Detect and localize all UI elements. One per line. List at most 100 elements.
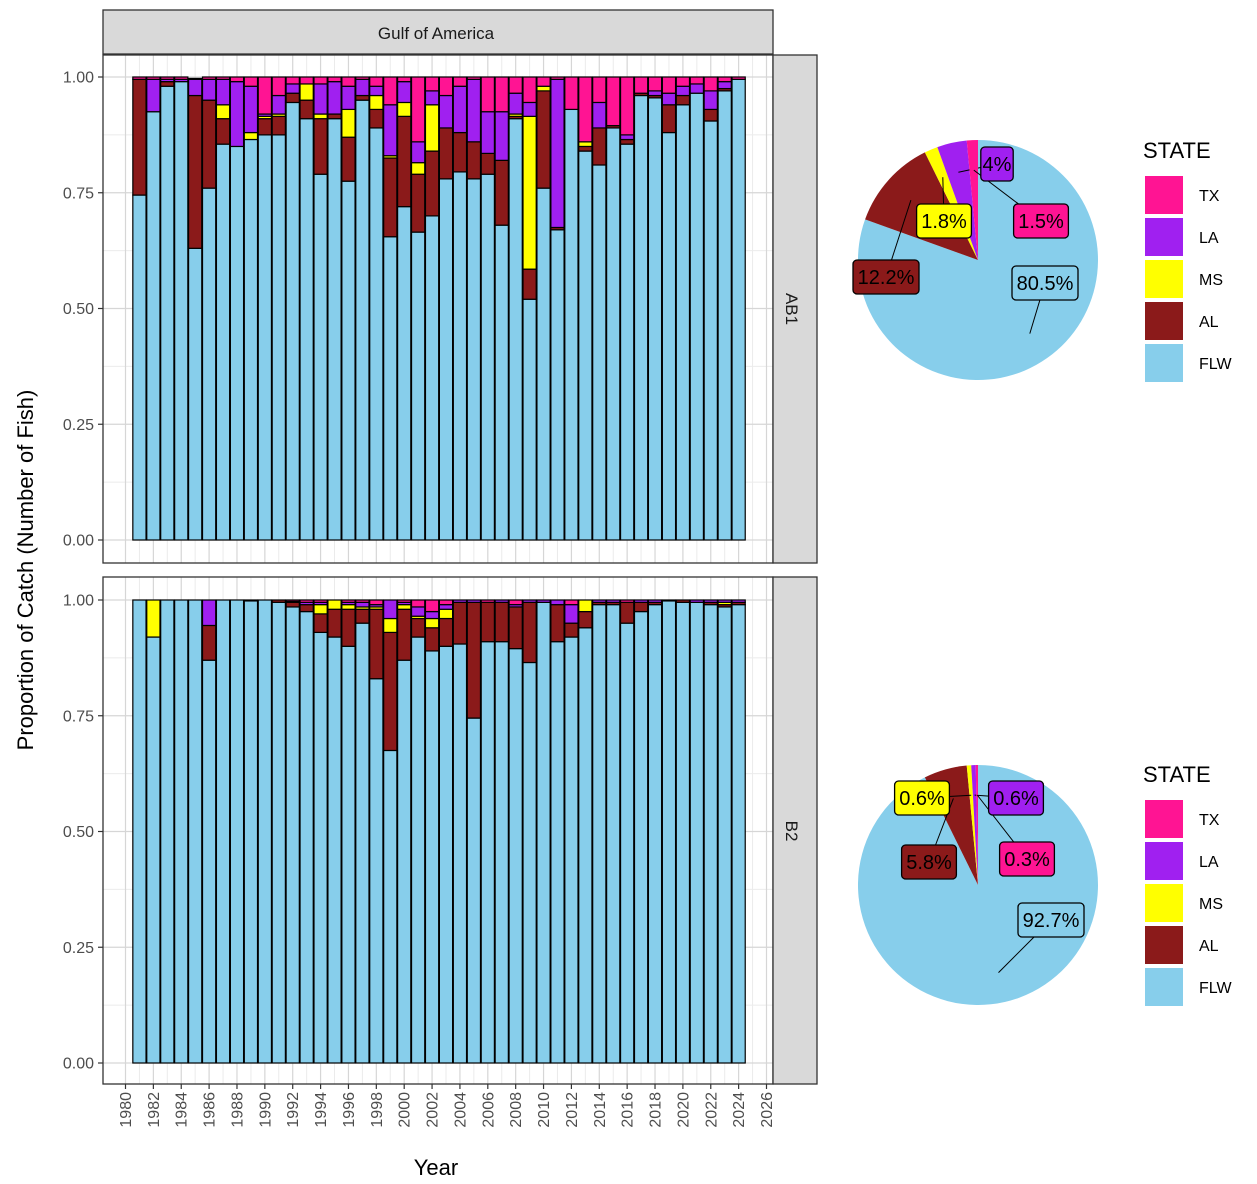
bar-ab1-1991-la [271,94,286,115]
bar-ab1-1995-al [327,113,342,120]
bar-b2-1981-flw [132,599,147,1064]
bar-ab1-2001-ms [410,162,426,175]
legend-label-al: AL [1199,938,1219,955]
bar-ab1-1988-la [229,81,245,148]
bar-ab1-1984-flw [174,81,189,541]
bar-ab1-2000-ms [397,101,412,117]
bar-b2-2014-la [592,599,607,603]
bar-b2-1999-ms [383,617,398,634]
bar-b2-2003-flw [438,645,454,1064]
bar-b2-1997-tx [355,599,370,603]
bar-ab1-2001-flw [410,231,426,541]
bar-ab1-2016-al [619,138,635,145]
bar-ab1-2015-flw [606,127,621,541]
bar-b2-2020-flw [675,601,691,1064]
x-tick-label: 1982 [146,1092,163,1128]
bar-ab1-1996-flw [341,180,356,541]
bar-ab1-1998-tx [369,76,384,87]
bar-b2-2003-ms [438,608,454,620]
bar-b2-2005-al [466,601,482,719]
bar-b2-2002-tx [424,599,440,613]
bar-ab1-2001-tx [410,76,426,143]
bar-b2-1997-al [355,608,370,624]
bar-ab1-2012-flw [564,108,579,541]
bar-b2-1994-al [313,613,328,634]
bar-ab1-1987-ms [215,104,231,120]
x-tick-label: 1994 [313,1092,330,1128]
facet-strip-top [102,9,774,55]
legend-swatch-ms [1145,884,1183,922]
x-tick-label: 2004 [452,1092,469,1128]
legend-swatch-al [1145,926,1183,964]
bar-ab1-1991-al [271,115,286,136]
bar-b2-1982-ms [146,599,161,638]
bar-ab1-1994-al [313,118,328,175]
x-tick-label: 1998 [369,1092,386,1128]
bar-ab1-2006-la [480,111,496,154]
x-axis-ticks: 1980 1982 1984 1986 1988 1990 1992 1994 1996 1998… [118,1084,776,1128]
pie-label-b2-ms: 0.6% [899,788,945,810]
bar-b2-1990-flw [257,599,273,1064]
x-tick-label: 2026 [759,1092,776,1128]
y-tick-label: 0.25 [63,940,94,957]
pie-label-box [1011,265,1079,301]
bar-ab1-2000-flw [397,206,412,541]
legend-swatch-tx [1145,800,1183,838]
bar-ab1-1987-tx [215,76,231,80]
legend-label-flw: FLW [1199,980,1232,997]
y-tick-label: 0.00 [63,1056,94,1073]
bar-b2-2012-flw [564,636,579,1064]
bar-ab1-1995-la [327,81,342,115]
bar-ab1-1987-la [215,78,231,106]
bar-ab1-1990-al [257,118,273,136]
pie-label-box [852,259,920,295]
bar-ab1-2018-flw [647,97,663,541]
bar-ab1-2011-flw [550,229,565,541]
bar-ab1-2001-al [410,173,426,233]
bar-ab1-2000-tx [397,76,412,83]
panel-ab1: 0.00 0.25 0.50 0.75 1.00 [63,54,774,564]
bar-b2-2004-al [452,601,468,645]
bar-ab1-2005-tx [466,76,482,80]
bar-b2-2018-flw [647,604,663,1064]
bar-ab1-2000-la [397,81,412,104]
bar-b2-2008-al [508,606,523,650]
bar-b2-2015-la [606,599,621,603]
bar-b2-1998-tx [369,599,384,606]
bar-b2-1999-la [383,599,398,620]
pie-label-box [980,146,1014,182]
x-tick-label: 2016 [620,1092,637,1128]
bar-b2-2007-al [494,601,509,643]
bar-ab1-1994-flw [313,173,328,541]
bar-ab1-2024-flw [731,78,746,541]
bar-b2-2012-al [564,622,579,638]
legend-swatch-flw [1145,968,1183,1006]
y-tick-label: 0.50 [63,301,94,318]
bar-ab1-2010-al [536,90,551,189]
bar-ab1-2010-flw [536,187,551,541]
bar-ab1-2009-flw [522,298,537,541]
bar-ab1-2014-la [592,101,607,129]
bar-ab1-1986-la [201,78,217,101]
bar-ab1-2003-la [438,94,454,129]
bar-ab1-1992-tx [285,76,300,85]
bar-b2-2008-flw [508,648,523,1064]
bar-b2-2021-flw [689,601,705,1064]
legends: STATE TX LA MS AL FLW STATE TX LA MS AL FLW [1143,138,1232,1006]
bar-ab1-1992-la [285,83,300,94]
pie-label-b2-la: 0.6% [993,788,1039,810]
bar-b2-2006-flw [480,641,496,1064]
legend-label-flw: FLW [1199,356,1232,373]
bar-ab1-1995-flw [327,118,342,541]
bar-ab1-2016-tx [619,76,635,136]
y-tick-label: 0.75 [63,185,94,202]
bar-b2-2009-flw [522,661,537,1064]
bar-b2-2016-tx [619,599,635,603]
bar-ab1-2007-al [494,159,509,226]
bar-ab1-2013-ms [578,141,593,148]
legend-swatch-flw [1145,344,1183,382]
pie-label-box [987,780,1045,816]
bar-b2-1994-flw [313,631,328,1064]
bar-b2-2002-flw [424,650,440,1064]
bar-b2-2010-flw [536,601,551,1064]
